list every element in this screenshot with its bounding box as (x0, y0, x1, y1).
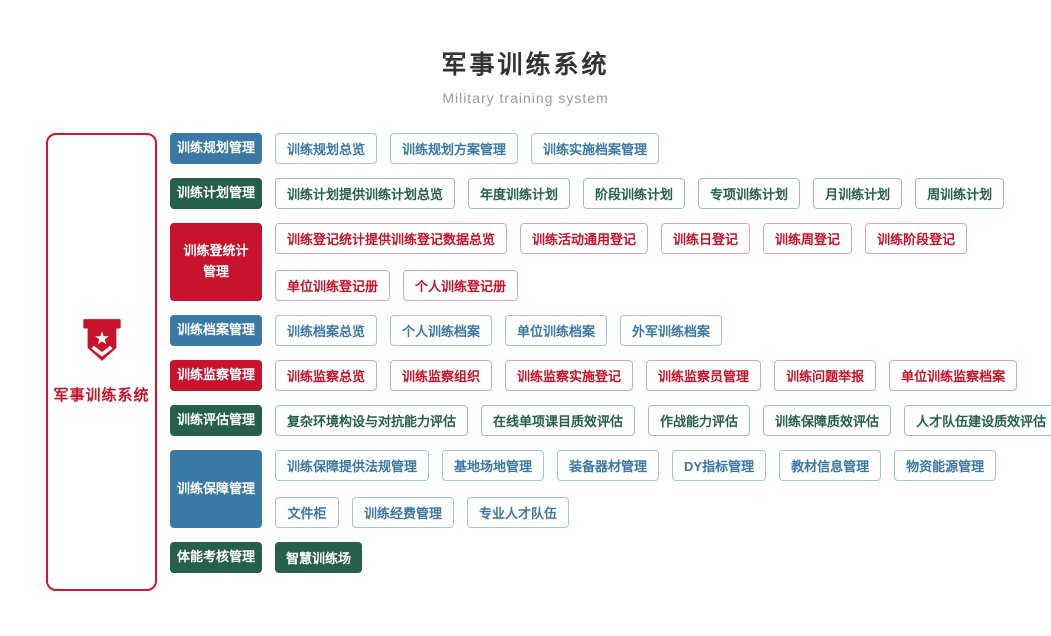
item-lines: 训练保障提供法规管理 基地场地管理 装备器材管理 DY指标管理 教材信息管理 物资能源管理… (275, 450, 997, 528)
menu-item-button[interactable]: 训练经费管理 (352, 497, 455, 528)
category-row: 训练监察管理 训练监察总览 训练监察组织 训练监察实施登记 训练监察员管理 训练问题举报单… (170, 360, 1051, 391)
category-button[interactable]: 训练监察管理 (170, 360, 262, 391)
military-banner-icon (82, 319, 121, 361)
menu-item-button[interactable]: 智慧训练场 (275, 542, 363, 573)
menu-item-button[interactable]: DY指标管理 (672, 450, 767, 481)
menu-item-button[interactable]: 训练周登记 (763, 223, 853, 254)
item-line: 训练档案总览 个人训练档案 单位训练档案 外军训练档案 (275, 315, 723, 346)
menu-item-button[interactable]: 作战能力评估 (648, 405, 751, 436)
menu-item-button[interactable]: 文件柜 (275, 497, 339, 528)
banner-top-bar (82, 319, 121, 329)
menu-item-button[interactable]: 训练档案总览 (275, 315, 378, 346)
menu-item-button[interactable]: 人才队伍建设质效评估 (904, 405, 1051, 436)
item-line: 单位训练登记册 个人训练登记册 (275, 270, 967, 301)
page-subtitle: Military training system (442, 90, 609, 106)
menu-item-button[interactable]: 单位训练登记册 (275, 270, 391, 301)
menu-item-button[interactable]: 外军训练档案 (620, 315, 723, 346)
menu-item-button[interactable]: 专项训练计划 (698, 178, 801, 209)
menu-item-button[interactable]: 训练日登记 (661, 223, 751, 254)
category-button[interactable]: 训练档案管理 (170, 315, 262, 346)
menu-item-button[interactable]: 训练规划总览 (275, 133, 378, 164)
item-line: 训练监察总览 训练监察组织 训练监察实施登记 训练监察员管理 训练问题举报 单位训练监察档… (275, 360, 1018, 391)
category-row: 训练规划管理 训练规划总览 训练规划方案管理 训练实施档案管理 (170, 133, 1051, 164)
menu-item-button[interactable]: 基地场地管理 (442, 450, 545, 481)
menu-item-button[interactable]: 物资能源管理 (894, 450, 997, 481)
item-lines: 训练规划总览 训练规划方案管理 训练实施档案管理 (275, 133, 660, 164)
item-lines: 训练计划提供训练计划总览 年度训练计划 阶段训练计划 专项训练计划 月训练计划 周训练计划 (275, 178, 1005, 209)
menu-item-button[interactable]: 训练登记统计提供训练登记数据总览 (275, 223, 508, 254)
item-lines: 智慧训练场 (275, 542, 363, 573)
menu-item-button[interactable]: 阶段训练计划 (583, 178, 686, 209)
category-row: 体能考核管理 智慧训练场 (170, 542, 1051, 573)
item-lines: 训练档案总览 个人训练档案 单位训练档案 外军训练档案 (275, 315, 723, 346)
item-line: 智慧训练场 (275, 542, 363, 573)
category-row: 训练计划管理 训练计划提供训练计划总览 年度训练计划 阶段训练计划 专项训练计划 月训练计… (170, 178, 1051, 209)
category-row: 训练评估管理 复杂环境构设与对抗能力评估 在线单项课目质效评估 作战能力评估 训练保障质… (170, 405, 1051, 436)
menu-item-button[interactable]: 训练监察总览 (275, 360, 378, 391)
item-line: 训练规划总览 训练规划方案管理 训练实施档案管理 (275, 133, 660, 164)
category-button[interactable]: 训练规划管理 (170, 133, 262, 164)
main-content: 军事训练系统 训练规划管理 训练规划总览 训练规划方案管理 训练实施档案管理 训练计划管… (46, 133, 1051, 591)
menu-item-button[interactable]: 训练保障提供法规管理 (275, 450, 430, 481)
page-header: 军事训练系统 Military training system (0, 0, 1051, 106)
menu-item-button[interactable]: 复杂环境构设与对抗能力评估 (275, 405, 469, 436)
menu-item-button[interactable]: 教材信息管理 (779, 450, 882, 481)
menu-item-button[interactable]: 训练保障质效评估 (763, 405, 892, 436)
menu-item-button[interactable]: 装备器材管理 (557, 450, 660, 481)
menu-item-button[interactable]: 单位训练监察档案 (889, 360, 1018, 391)
menu-item-button[interactable]: 训练监察实施登记 (505, 360, 634, 391)
category-row: 训练登统计 管理 训练登记统计提供训练登记数据总览 训练活动通用登记 训练日登记 训练周… (170, 223, 1051, 301)
menu-item-button[interactable]: 在线单项课目质效评估 (481, 405, 636, 436)
sidebar-system-label: 军事训练系统 (53, 387, 150, 404)
page: 军事训练系统 Military training system 军事训练系统 训… (0, 0, 1051, 591)
category-row: 训练保障管理 训练保障提供法规管理 基地场地管理 装备器材管理 DY指标管理 教材信息管理… (170, 450, 1051, 528)
item-line: 复杂环境构设与对抗能力评估 在线单项课目质效评估 作战能力评估 训练保障质效评估 人才队… (275, 405, 1051, 436)
category-button[interactable]: 训练计划管理 (170, 178, 262, 209)
category-button[interactable]: 训练评估管理 (170, 405, 262, 436)
menu-item-button[interactable]: 个人训练登记册 (403, 270, 519, 301)
item-lines: 复杂环境构设与对抗能力评估 在线单项课目质效评估 作战能力评估 训练保障质效评估 人才队… (275, 405, 1051, 436)
menu-item-button[interactable]: 训练监察组织 (390, 360, 493, 391)
star-icon (94, 331, 109, 345)
chevron-icon (91, 345, 112, 357)
item-line: 训练登记统计提供训练登记数据总览 训练活动通用登记 训练日登记 训练周登记 训练阶段登记 (275, 223, 968, 254)
category-rows: 训练规划管理 训练规划总览 训练规划方案管理 训练实施档案管理 训练计划管理 训练计划提供… (170, 133, 1051, 573)
category-button[interactable]: 训练保障管理 (170, 450, 262, 528)
item-line: 训练保障提供法规管理 基地场地管理 装备器材管理 DY指标管理 教材信息管理 物资能源管理 (275, 450, 997, 481)
menu-item-button[interactable]: 训练活动通用登记 (520, 223, 649, 254)
menu-item-button[interactable]: 训练计划提供训练计划总览 (275, 178, 456, 209)
menu-item-button[interactable]: 月训练计划 (813, 178, 903, 209)
menu-item-button[interactable]: 训练阶段登记 (865, 223, 968, 254)
menu-item-button[interactable]: 训练规划方案管理 (390, 133, 519, 164)
item-lines: 训练登记统计提供训练登记数据总览 训练活动通用登记 训练日登记 训练周登记 训练阶段登记… (275, 223, 968, 301)
menu-item-button[interactable]: 训练监察员管理 (646, 360, 762, 391)
menu-item-button[interactable]: 周训练计划 (915, 178, 1005, 209)
menu-item-button[interactable]: 单位训练档案 (505, 315, 608, 346)
category-button[interactable]: 训练登统计 管理 (170, 223, 262, 301)
page-title: 军事训练系统 (441, 51, 610, 79)
menu-item-button[interactable]: 专业人才队伍 (467, 497, 570, 528)
system-sidebar-card: 军事训练系统 (46, 133, 157, 591)
menu-item-button[interactable]: 训练问题举报 (774, 360, 877, 391)
item-line: 文件柜 训练经费管理 专业人才队伍 (275, 497, 996, 528)
item-line: 训练计划提供训练计划总览 年度训练计划 阶段训练计划 专项训练计划 月训练计划 周训练计划 (275, 178, 1005, 209)
menu-item-button[interactable]: 个人训练档案 (390, 315, 493, 346)
category-button[interactable]: 体能考核管理 (170, 542, 262, 573)
item-lines: 训练监察总览 训练监察组织 训练监察实施登记 训练监察员管理 训练问题举报 单位训练监察档… (275, 360, 1018, 391)
menu-item-button[interactable]: 年度训练计划 (468, 178, 571, 209)
banner-body (87, 328, 116, 361)
category-row: 训练档案管理 训练档案总览 个人训练档案 单位训练档案 外军训练档案 (170, 315, 1051, 346)
menu-item-button[interactable]: 训练实施档案管理 (531, 133, 660, 164)
